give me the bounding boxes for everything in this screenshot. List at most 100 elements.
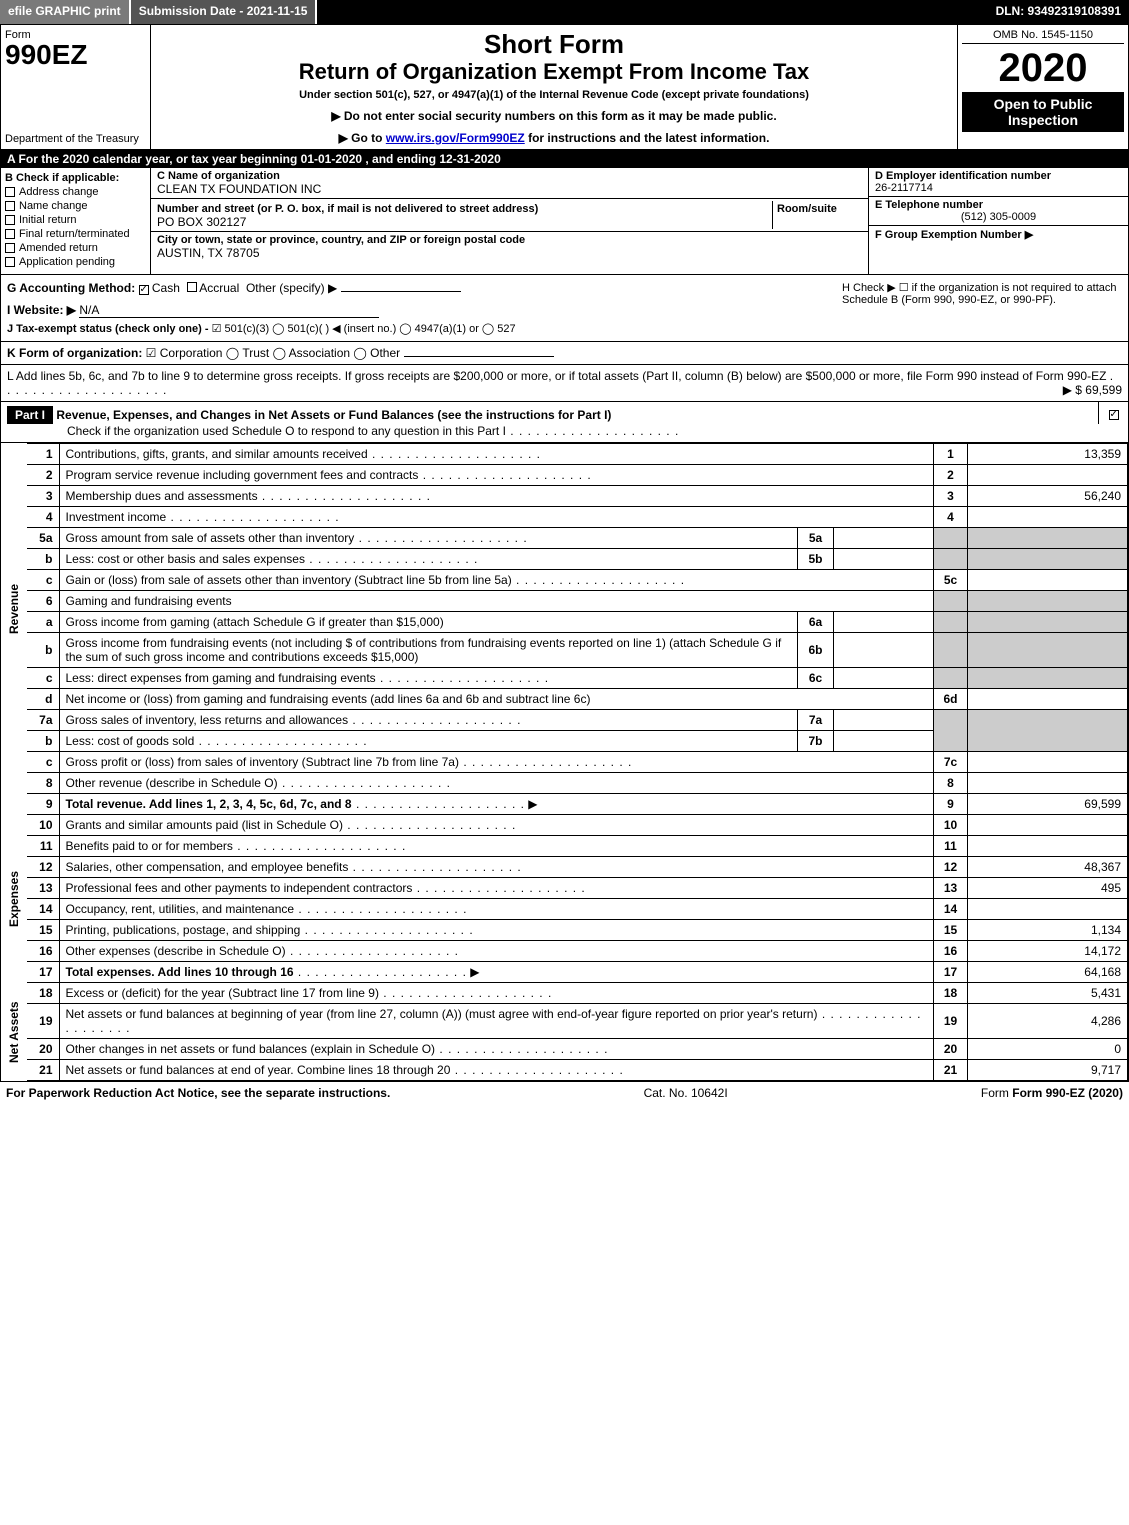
row-a-tax-year: A For the 2020 calendar year, or tax yea…	[1, 150, 1128, 168]
line-desc: Less: cost of goods sold	[66, 734, 195, 748]
phone-value: (512) 305-0009	[875, 211, 1122, 223]
shaded-cell	[934, 612, 968, 633]
line-num: 20	[27, 1039, 59, 1060]
sub-val	[834, 710, 934, 731]
accrual-checkbox[interactable]	[187, 282, 197, 292]
submission-date-button[interactable]: Submission Date - 2021-11-15	[131, 0, 318, 24]
tax-year: 2020	[962, 48, 1124, 88]
line-ref: 15	[934, 920, 968, 941]
section-l: L Add lines 5b, 6c, and 7b to line 9 to …	[1, 365, 1128, 402]
line-num: 13	[27, 878, 59, 899]
line-desc: Less: cost or other basis and sales expe…	[66, 552, 305, 566]
street-label: Number and street (or P. O. box, if mail…	[157, 203, 538, 215]
topbar-spacer	[317, 0, 987, 24]
dln-label: DLN: 93492319108391	[988, 0, 1129, 24]
header-left: Form 990EZ Department of the Treasury	[1, 25, 151, 149]
form-container: Form 990EZ Department of the Treasury Sh…	[0, 24, 1129, 1082]
shaded-cell	[968, 668, 1128, 689]
line-num: 4	[27, 507, 59, 528]
accrual-label: Accrual	[199, 281, 239, 295]
initial-return-checkbox[interactable]	[5, 215, 15, 225]
part-i-title: Revenue, Expenses, and Changes in Net As…	[56, 408, 611, 422]
line-desc: Contributions, gifts, grants, and simila…	[66, 447, 368, 461]
line-num: c	[27, 752, 59, 773]
initial-return-label: Initial return	[19, 214, 76, 226]
final-return-label: Final return/terminated	[19, 228, 130, 240]
room-label: Room/suite	[777, 203, 837, 215]
other-specify-input[interactable]	[341, 291, 461, 292]
other-org-input[interactable]	[404, 356, 554, 357]
ein-label: D Employer identification number	[875, 170, 1122, 182]
footer-right: Form Form 990-EZ (2020)	[981, 1086, 1123, 1100]
line-amount	[968, 899, 1128, 920]
line-num: 15	[27, 920, 59, 941]
section-def: D Employer identification number 26-2117…	[868, 168, 1128, 274]
line-ref: 5c	[934, 570, 968, 591]
line-desc: Net assets or fund balances at end of ye…	[66, 1063, 451, 1077]
line-desc: Membership dues and assessments	[66, 489, 258, 503]
accounting-method-label: G Accounting Method:	[7, 281, 135, 295]
netassets-side-label: Net Assets	[1, 983, 27, 1081]
line-desc: Printing, publications, postage, and shi…	[66, 923, 301, 937]
application-pending-checkbox[interactable]	[5, 257, 15, 267]
line-desc: Gain or (loss) from sale of assets other…	[66, 573, 512, 587]
application-pending-label: Application pending	[19, 256, 115, 268]
goto-link[interactable]: www.irs.gov/Form990EZ	[386, 131, 525, 145]
address-change-checkbox[interactable]	[5, 187, 15, 197]
line-amount	[968, 570, 1128, 591]
city-value: AUSTIN, TX 78705	[157, 246, 862, 260]
footer-mid: Cat. No. 10642I	[644, 1086, 728, 1100]
shaded-cell	[934, 633, 968, 668]
line-amount: 495	[968, 878, 1128, 899]
shaded-cell	[934, 528, 968, 549]
line-num: c	[27, 570, 59, 591]
sub-val	[834, 731, 934, 752]
final-return-checkbox[interactable]	[5, 229, 15, 239]
name-change-checkbox[interactable]	[5, 201, 15, 211]
address-change-label: Address change	[19, 186, 99, 198]
line-amount: 5,431	[968, 983, 1128, 1004]
line-num: 16	[27, 941, 59, 962]
line-desc: Other revenue (describe in Schedule O)	[66, 776, 278, 790]
line-desc: Total expenses. Add lines 10 through 16	[66, 965, 294, 979]
line-amount	[968, 465, 1128, 486]
efile-print-button[interactable]: efile GRAPHIC print	[0, 0, 131, 24]
other-label: Other (specify) ▶	[246, 281, 337, 295]
line-num: 10	[27, 815, 59, 836]
line-ref: 7c	[934, 752, 968, 773]
sub-ref: 6a	[798, 612, 834, 633]
line-desc: Other changes in net assets or fund bala…	[66, 1042, 436, 1056]
sub-val	[834, 612, 934, 633]
line-amount	[968, 689, 1128, 710]
line-num: 6	[27, 591, 59, 612]
line-ref: 14	[934, 899, 968, 920]
line-amount: 69,599	[968, 794, 1128, 815]
sub-val	[834, 633, 934, 668]
schedule-o-checkbox[interactable]	[1109, 410, 1119, 420]
line-num: 11	[27, 836, 59, 857]
line-num: 7a	[27, 710, 59, 731]
org-name: CLEAN TX FOUNDATION INC	[157, 182, 862, 196]
line-num: b	[27, 633, 59, 668]
name-change-label: Name change	[19, 200, 88, 212]
spacer-cell	[1, 773, 27, 794]
line-num: 8	[27, 773, 59, 794]
footer-form-ref: Form 990-EZ (2020)	[1012, 1086, 1123, 1100]
cash-checkbox[interactable]	[139, 285, 149, 295]
line-num: d	[27, 689, 59, 710]
sub-ref: 6c	[798, 668, 834, 689]
line-amount	[968, 773, 1128, 794]
line-amount	[968, 752, 1128, 773]
line-num: c	[27, 668, 59, 689]
line-desc: Other expenses (describe in Schedule O)	[66, 944, 286, 958]
line-num: 17	[27, 962, 59, 983]
line-desc: Benefits paid to or for members	[66, 839, 233, 853]
group-exemption-label: F Group Exemption Number ▶	[875, 228, 1122, 241]
section-b: B Check if applicable: Address change Na…	[1, 168, 151, 274]
shaded-cell	[968, 528, 1128, 549]
line-desc: Total revenue. Add lines 1, 2, 3, 4, 5c,…	[66, 797, 352, 811]
expenses-side-label: Expenses	[1, 815, 27, 983]
section-l-text: L Add lines 5b, 6c, and 7b to line 9 to …	[7, 369, 1106, 383]
revenue-side-label: Revenue	[1, 444, 27, 773]
amended-return-checkbox[interactable]	[5, 243, 15, 253]
